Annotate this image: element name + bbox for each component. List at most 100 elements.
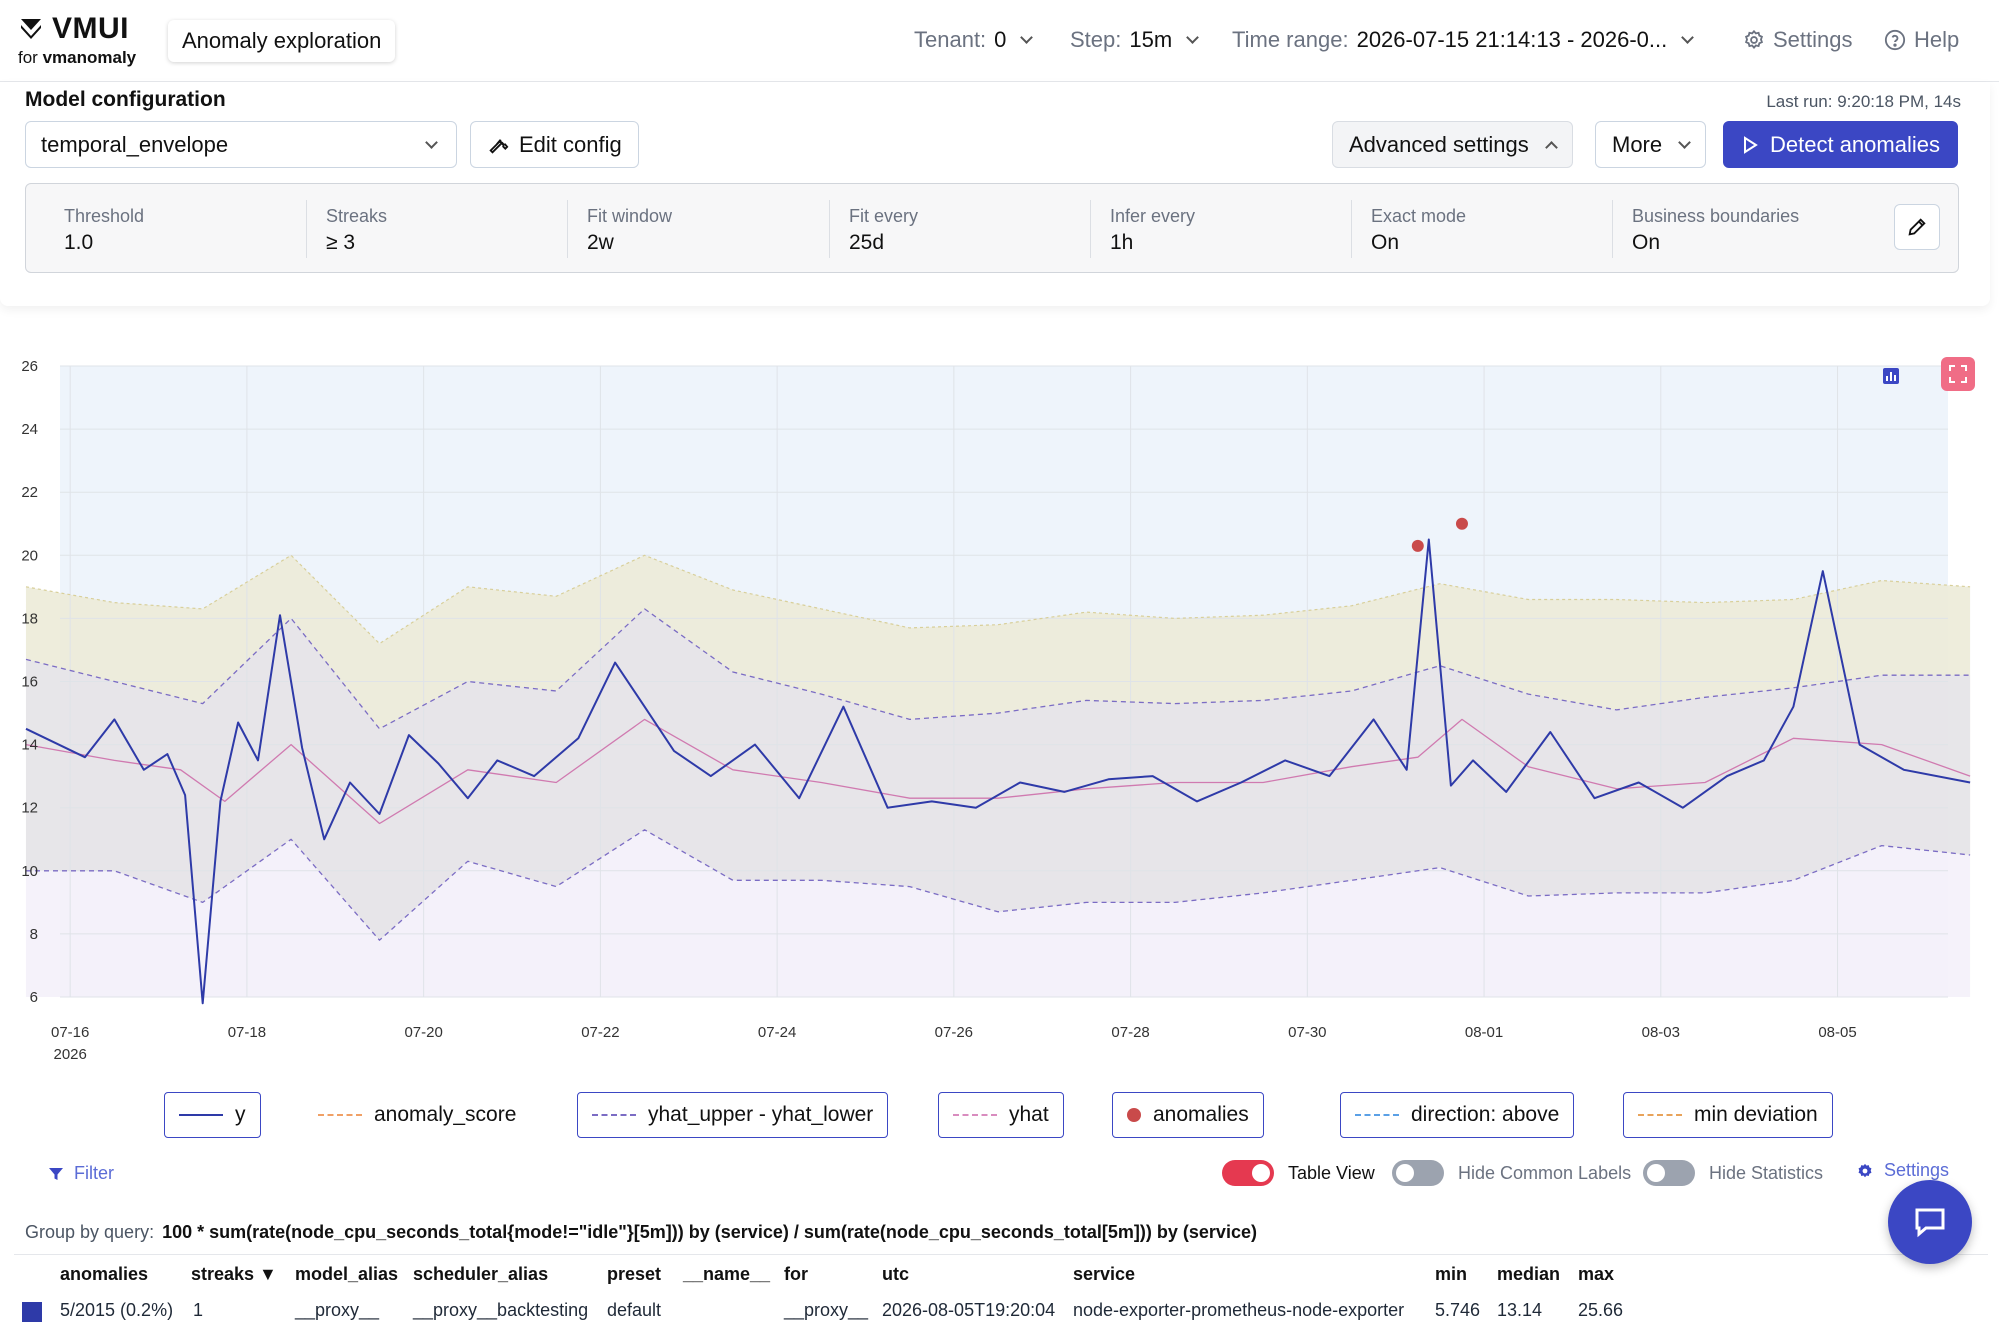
time-range-label: Time range: (1232, 27, 1349, 52)
chevron-up-icon (1544, 140, 1558, 154)
chat-button[interactable] (1888, 1180, 1972, 1264)
logo-for-text: for (18, 48, 38, 67)
tab-anomaly-exploration[interactable]: Anomaly exploration (168, 20, 396, 62)
anomaly-chart[interactable]: 6 8 10 12 14 16 18 20 22 24 26 07-16 2026 07-18 07-20… (0, 340, 1999, 1080)
param-divider (1351, 200, 1352, 258)
param-value: 2w (587, 231, 614, 254)
legend-item-min-deviation[interactable]: min deviation (1623, 1092, 1833, 1138)
x-year-label: 2026 (53, 1046, 86, 1063)
step-label: Step: (1070, 27, 1122, 52)
chevron-down-icon (1678, 135, 1691, 149)
col-header-for[interactable]: for (784, 1264, 808, 1284)
cell-min: 5.746 (1435, 1300, 1481, 1320)
x-tick-label: 07-30 (1288, 1024, 1326, 1041)
table-settings-button[interactable]: Settings (1856, 1160, 1949, 1181)
chat-bubble-icon (1915, 1208, 1945, 1238)
edit-config-button[interactable]: Edit config (470, 121, 639, 168)
logo-text: VMUI (52, 12, 129, 45)
legend-swatch (1638, 1114, 1682, 1116)
settings-link[interactable]: Settings (1743, 22, 1853, 58)
tenant-label: Tenant: (914, 27, 987, 52)
yhat-line (25, 718, 1971, 825)
model-params-summary: Threshold 1.0 Streaks ≥ 3 Fit window 2w … (25, 183, 1959, 273)
legend-item-anomalies[interactable]: anomalies (1112, 1092, 1264, 1138)
help-link[interactable]: Help (1884, 22, 1959, 58)
x-tick-label: 08-03 (1642, 1024, 1680, 1041)
play-icon (1744, 135, 1758, 154)
chart-fullscreen-button[interactable] (1941, 357, 1975, 391)
param-business-boundaries: Business boundaries On (1632, 206, 1799, 255)
param-value: On (1632, 231, 1661, 254)
col-header-anomalies[interactable]: anomalies (60, 1264, 149, 1284)
advanced-settings-button[interactable]: Advanced settings (1332, 121, 1573, 168)
hide-statistics-switch[interactable] (1643, 1160, 1695, 1186)
x-tick-label: 07-24 (758, 1024, 796, 1041)
tenant-selector[interactable]: Tenant: 0 (914, 22, 1034, 58)
table-view-label: Table View (1288, 1162, 1375, 1183)
chart-stats-toggle[interactable] (1880, 365, 1902, 387)
legend-item-yhat[interactable]: yhat (938, 1092, 1064, 1138)
col-header-median[interactable]: median (1497, 1264, 1561, 1284)
param-divider (306, 200, 307, 258)
model-select[interactable]: temporal_envelope (25, 121, 457, 168)
gear-icon (1744, 29, 1764, 50)
col-header-utc[interactable]: utc (882, 1264, 909, 1284)
col-header-min[interactable]: min (1435, 1264, 1468, 1284)
y-tick-label: 10 (21, 863, 38, 880)
filter-label: Filter (74, 1163, 114, 1183)
col-header-scheduler-alias[interactable]: scheduler_alias (413, 1264, 549, 1284)
param-threshold: Threshold 1.0 (64, 206, 144, 255)
table-view-switch[interactable] (1222, 1160, 1274, 1186)
chevron-down-icon (1186, 31, 1200, 44)
param-streaks: Streaks ≥ 3 (326, 206, 387, 255)
series-color-swatch (22, 1302, 42, 1322)
table-view-toggle[interactable]: Table View (1222, 1160, 1375, 1186)
x-tick-label: 07-28 (1111, 1024, 1149, 1041)
hide-common-labels-toggle[interactable]: Hide Common Labels (1392, 1160, 1631, 1186)
tenant-value: 0 (994, 27, 1007, 52)
cell-utc: 2026-08-05T19:20:04 (882, 1300, 1056, 1320)
param-value: 25d (849, 231, 885, 254)
col-header-model-alias[interactable]: model_alias (295, 1264, 399, 1284)
param-value: 1h (1110, 231, 1134, 254)
legend-label: anomaly_score (374, 1103, 517, 1126)
x-tick-label: 07-20 (404, 1024, 442, 1041)
param-infer-every: Infer every 1h (1110, 206, 1195, 255)
col-header-streaks[interactable]: streaks ▼ (191, 1264, 277, 1284)
chevron-down-icon (1681, 31, 1695, 44)
legend-item-anomaly-score[interactable]: anomaly_score (303, 1092, 532, 1138)
col-header-service[interactable]: service (1073, 1264, 1136, 1284)
legend-swatch (592, 1114, 636, 1116)
x-tick-label: 08-05 (1818, 1024, 1856, 1041)
legend-swatch (953, 1114, 997, 1116)
col-header-preset[interactable]: preset (607, 1264, 662, 1284)
detect-anomalies-button[interactable]: Detect anomalies (1723, 121, 1958, 168)
y-tick-label: 26 (21, 358, 38, 375)
group-query-label: Group by query: (25, 1222, 155, 1242)
filter-button[interactable]: Filter (48, 1163, 114, 1184)
y-tick-label: 18 (21, 610, 38, 627)
param-label: Threshold (64, 206, 145, 226)
step-selector[interactable]: Step: 15m (1070, 22, 1200, 58)
param-label: Fit window (587, 206, 673, 226)
hide-common-labels-switch[interactable] (1392, 1160, 1444, 1186)
col-header-name[interactable]: __name__ (683, 1264, 771, 1284)
param-divider (829, 200, 830, 258)
col-header-max[interactable]: max (1578, 1264, 1615, 1284)
hide-statistics-toggle[interactable]: Hide Statistics (1643, 1160, 1823, 1186)
hide-common-labels-label: Hide Common Labels (1458, 1162, 1632, 1183)
cell-model-alias: __proxy__ (295, 1300, 380, 1320)
time-range-selector[interactable]: Time range: 2026-07-15 21:14:13 - 2026-0… (1232, 22, 1695, 58)
vmui-logo[interactable]: VMUI for vmanomaly (18, 12, 136, 68)
table-divider (14, 1254, 1988, 1255)
help-label: Help (1914, 27, 1960, 52)
param-fit-every: Fit every 25d (849, 206, 918, 255)
legend-item-yhat-band[interactable]: yhat_upper - yhat_lower (577, 1092, 889, 1138)
legend-item-y[interactable]: y (164, 1092, 261, 1138)
edit-params-button[interactable] (1894, 204, 1940, 250)
more-button[interactable]: More (1595, 121, 1707, 168)
hide-statistics-label: Hide Statistics (1709, 1162, 1824, 1183)
table-settings-label: Settings (1884, 1160, 1950, 1180)
legend-item-direction-above[interactable]: direction: above (1340, 1092, 1575, 1138)
anomaly-point (1455, 517, 1468, 530)
